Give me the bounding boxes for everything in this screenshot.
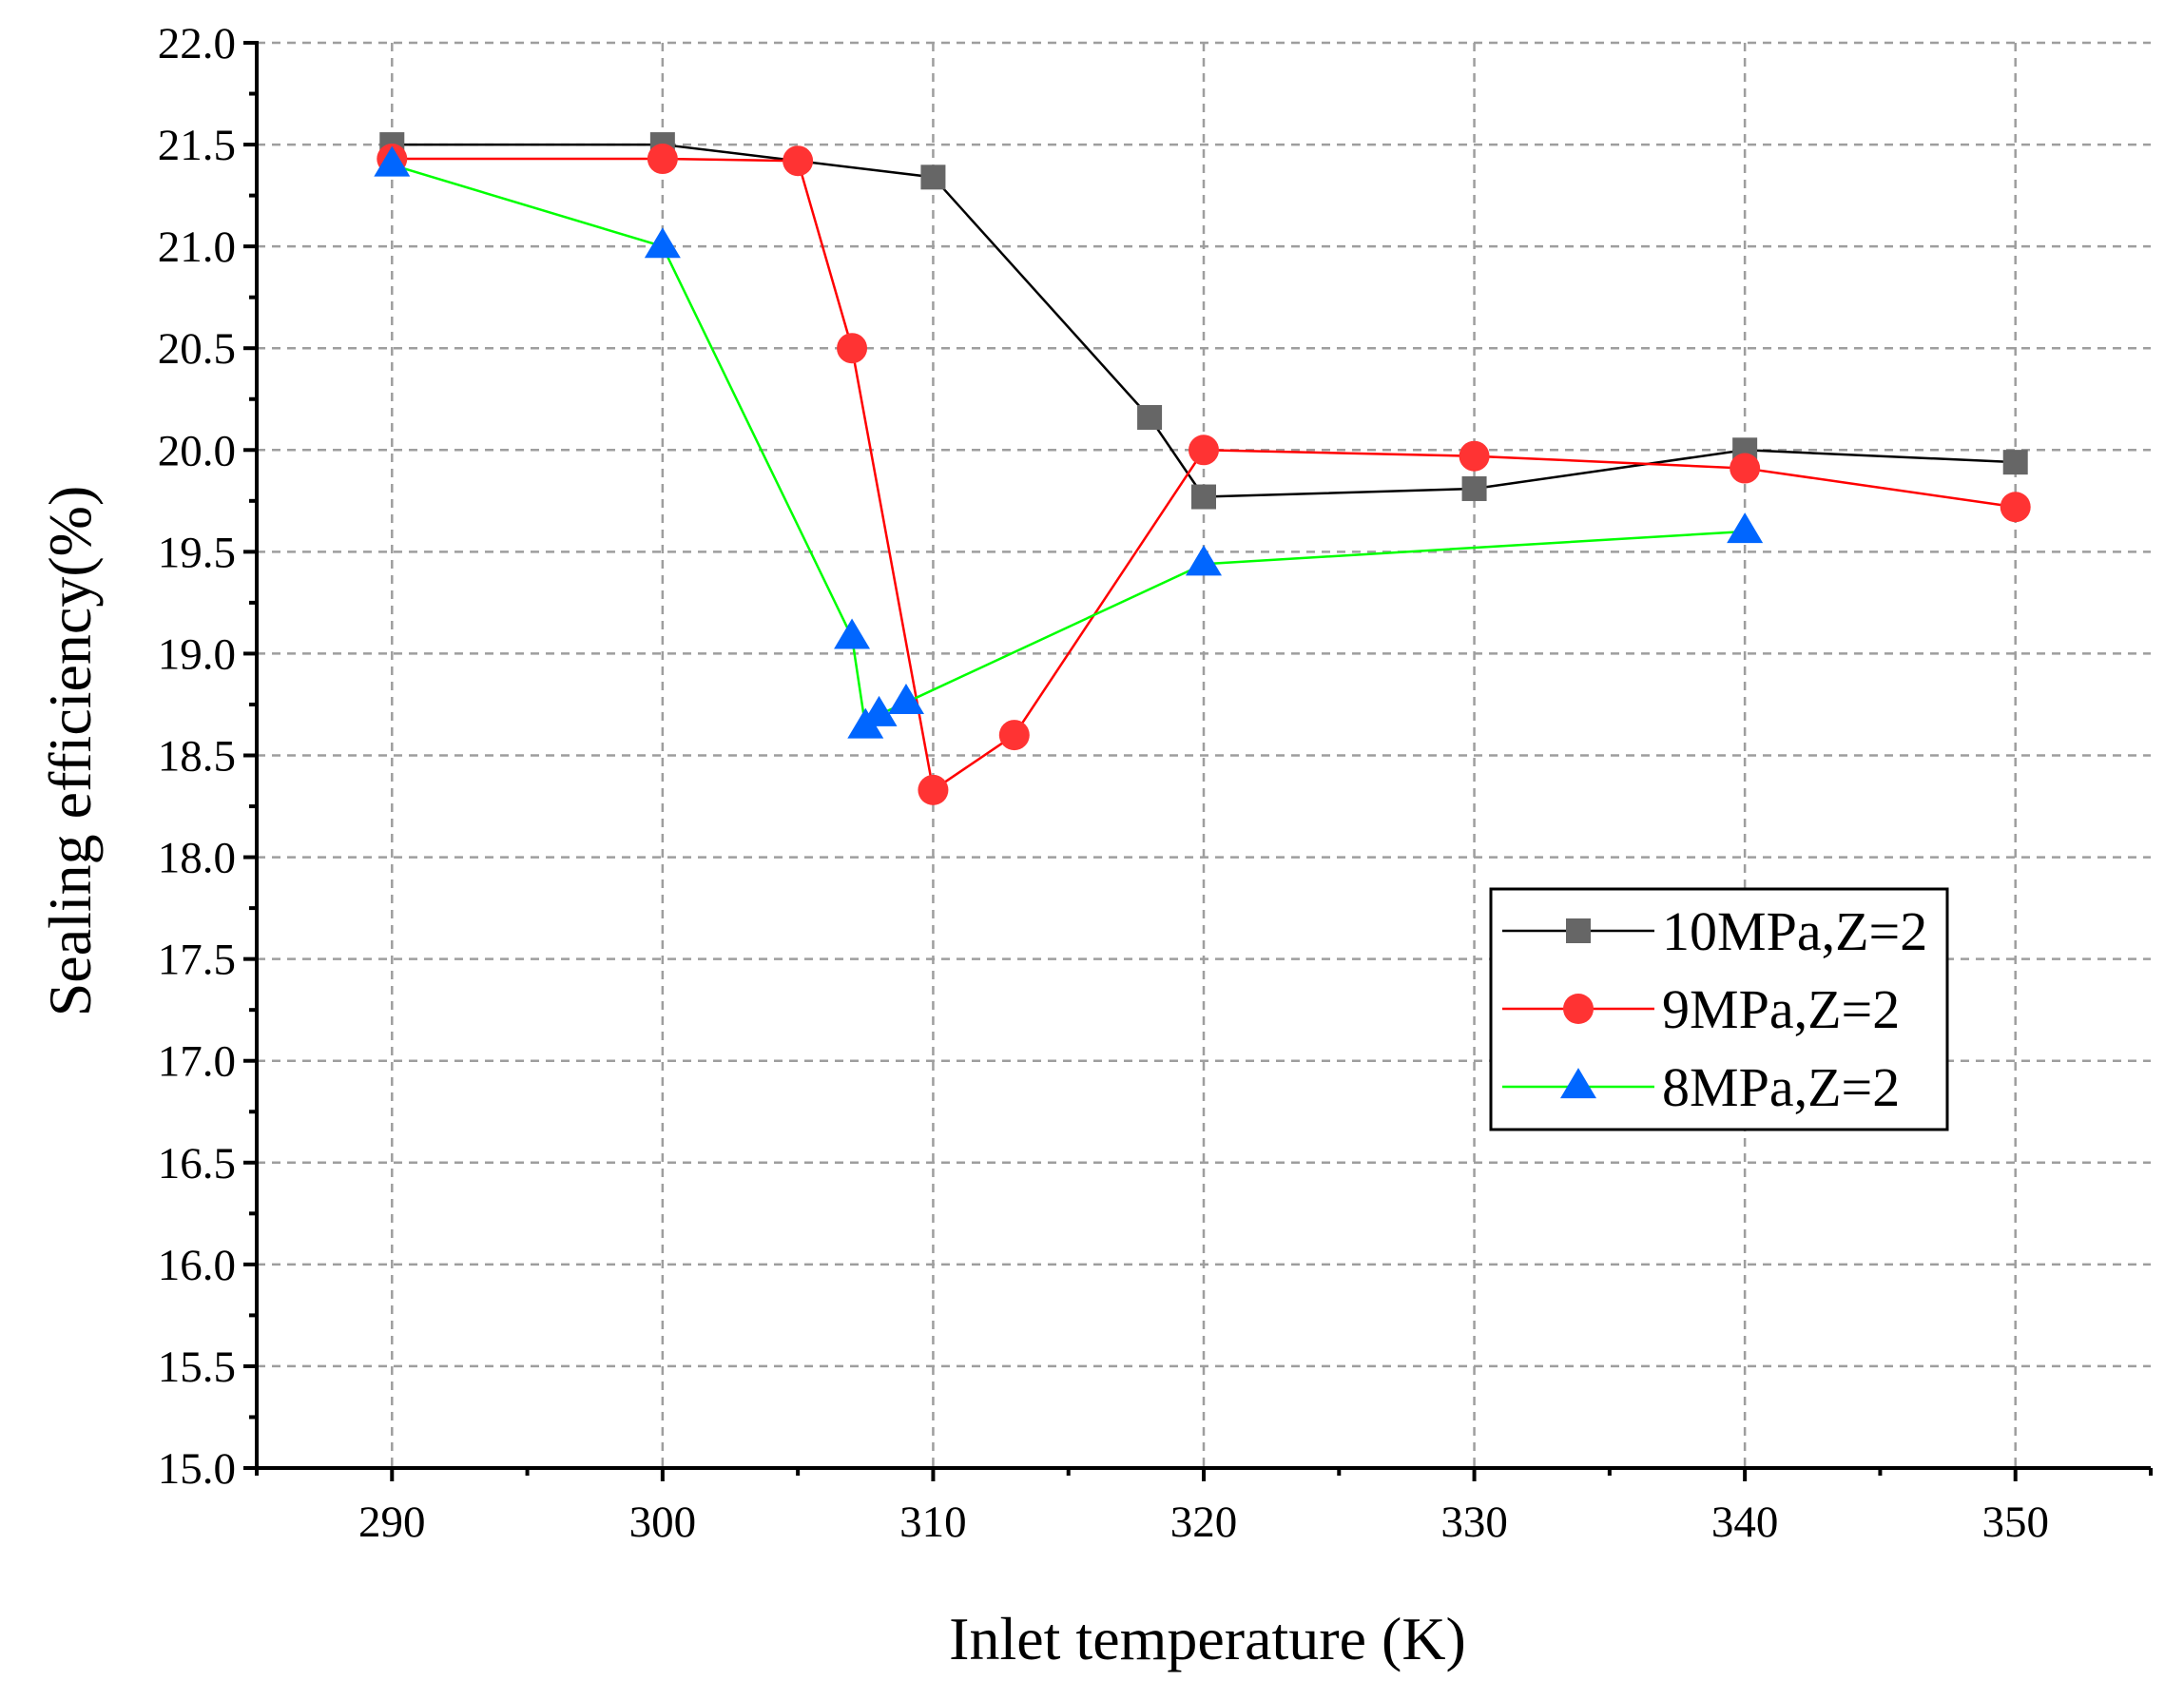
legend-entry: 8MPa,Z=2 [1502, 1056, 1900, 1118]
data-point [860, 695, 898, 726]
series-2 [377, 144, 2031, 805]
y-axis-title: Sealing efficiency(%) [36, 486, 104, 1017]
series-line [392, 157, 2016, 793]
x-tick-label: 290 [358, 1497, 426, 1547]
x-tick-label: 300 [629, 1497, 697, 1547]
data-point [918, 774, 949, 805]
tick-labels: 15.0 15.5 16.0 16.5 17.0 17.5 18.0 18.5 19.0 19.5… [158, 19, 2049, 1547]
legend-marker [1560, 1068, 1596, 1099]
y-tick-label: 15.5 [158, 1343, 236, 1392]
data-point [644, 227, 681, 259]
data-point [1189, 435, 1219, 466]
y-tick-label: 21.0 [158, 222, 236, 272]
data-point [887, 683, 924, 714]
y-tick-label: 18.5 [158, 732, 236, 782]
y-tick-label: 15.0 [158, 1444, 236, 1494]
data-point [1727, 512, 1764, 544]
data-point [783, 145, 814, 177]
series-line [392, 143, 2016, 498]
legend-entry: 9MPa,Z=2 [1502, 978, 1900, 1040]
x-tick-label: 330 [1440, 1497, 1508, 1547]
legend-label: 10MPa,Z=2 [1662, 900, 1927, 962]
data-point [1730, 453, 1761, 484]
y-tick-label: 16.5 [158, 1139, 236, 1188]
y-tick-label: 19.0 [158, 629, 236, 679]
y-tick-label: 17.5 [158, 936, 236, 985]
legend-marker [1563, 994, 1594, 1024]
x-axis-title: Inlet temperature (K) [949, 1605, 1466, 1672]
data-point [920, 164, 946, 190]
data-point [647, 144, 678, 175]
legend: 10MPa,Z=2 9MPa,Z=2 8MPa,Z=2 [1489, 887, 1949, 1131]
x-tick-label: 320 [1170, 1497, 1238, 1547]
data-point [2002, 450, 2028, 475]
y-tick-label: 21.5 [158, 121, 236, 170]
legend-entry: 10MPa,Z=2 [1502, 900, 1927, 962]
data-point [374, 145, 411, 177]
legend-label: 9MPa,Z=2 [1662, 978, 1900, 1040]
x-tick-label: 340 [1711, 1497, 1779, 1547]
data-point [1137, 405, 1163, 431]
legend-label: 8MPa,Z=2 [1662, 1056, 1900, 1118]
data-series [374, 132, 2031, 805]
data-point [837, 333, 868, 364]
x-tick-label: 310 [899, 1497, 967, 1547]
data-point [2000, 492, 2031, 523]
axes [243, 41, 2153, 1481]
series-line [391, 164, 1746, 730]
series-3 [374, 145, 1764, 739]
y-tick-label: 19.5 [158, 528, 236, 577]
y-tick-label: 16.0 [158, 1241, 236, 1290]
y-tick-label: 18.0 [158, 834, 236, 883]
data-point [1461, 475, 1487, 501]
data-point [998, 720, 1030, 751]
data-point [1191, 484, 1216, 510]
y-tick-label: 22.0 [158, 19, 236, 68]
data-point [834, 618, 871, 649]
grid-lines [257, 41, 2151, 1468]
data-point [1186, 545, 1222, 576]
y-tick-label: 20.0 [158, 426, 236, 475]
legend-marker [1566, 918, 1591, 943]
series-1 [379, 132, 2028, 510]
data-point [1459, 440, 1490, 472]
x-tick-label: 350 [1981, 1497, 2049, 1547]
y-tick-label: 17.0 [158, 1037, 236, 1087]
y-tick-label: 20.5 [158, 324, 236, 374]
